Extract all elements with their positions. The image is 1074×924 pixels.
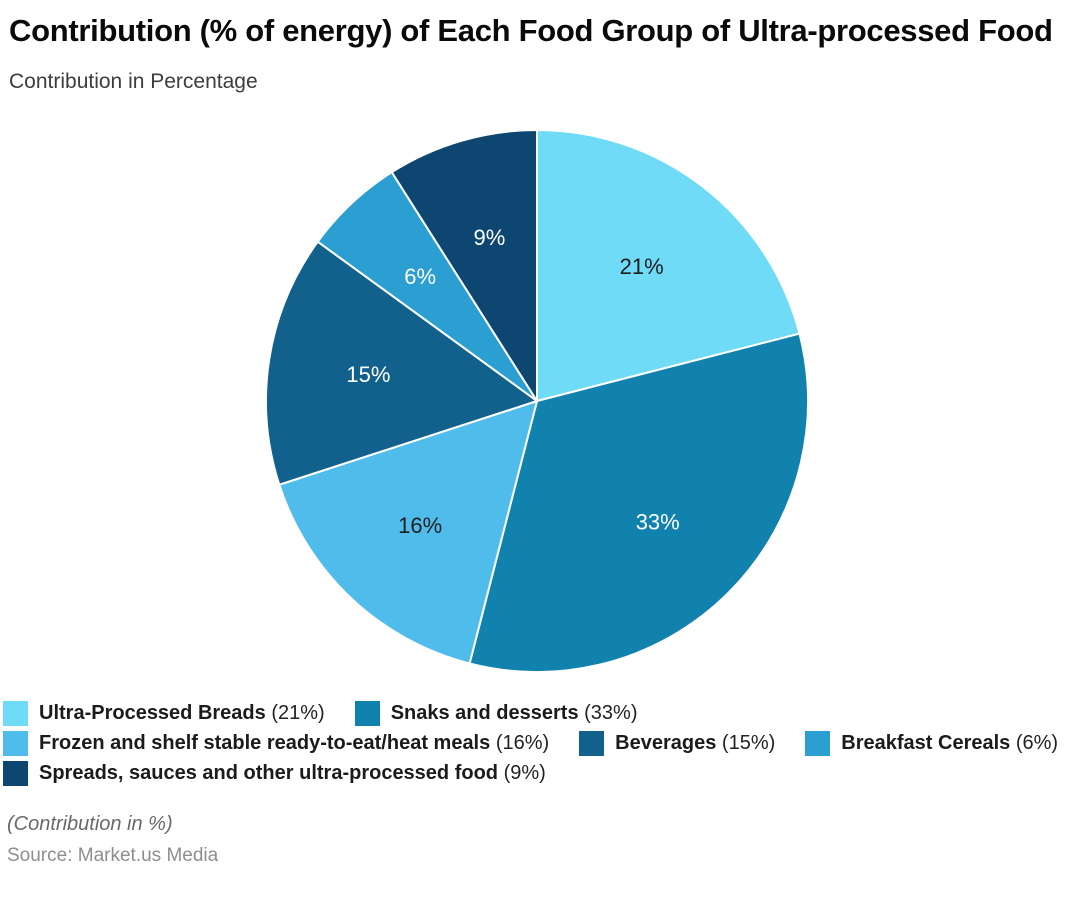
legend-label: Spreads, sauces and other ultra-processe… bbox=[39, 762, 546, 785]
legend-item-5: Spreads, sauces and other ultra-processe… bbox=[3, 761, 546, 786]
legend-label: Ultra-Processed Breads (21%) bbox=[39, 702, 325, 725]
legend-row-3: Spreads, sauces and other ultra-processe… bbox=[3, 761, 1074, 786]
legend-swatch-icon bbox=[579, 731, 605, 756]
legend-swatch-icon bbox=[805, 731, 831, 756]
legend-swatch-icon bbox=[354, 701, 380, 726]
legend-series-value: (21%) bbox=[271, 702, 325, 724]
slice-label-2: 16% bbox=[398, 513, 442, 538]
pie-slice-5 bbox=[390, 129, 538, 402]
pie-chart: 21% 33% 16% 15% 6% 9% bbox=[265, 129, 810, 674]
legend-swatch-icon bbox=[3, 761, 28, 786]
slice-label-0: 21% bbox=[620, 254, 664, 279]
legend-label: Beverages (15%) bbox=[615, 732, 775, 755]
legend-series-value: (9%) bbox=[503, 762, 546, 784]
legend-series-name: Frozen and shelf stable ready-to-eat/hea… bbox=[39, 732, 491, 754]
footer-source: Source: Market.us Media bbox=[7, 845, 219, 866]
legend-item-1: Snaks and desserts (33%) bbox=[354, 701, 638, 726]
legend-swatch-icon bbox=[3, 731, 28, 756]
legend-series-name: Snaks and desserts bbox=[390, 702, 579, 724]
legend-swatch-icon bbox=[3, 701, 28, 726]
legend-item-2: Frozen and shelf stable ready-to-eat/hea… bbox=[3, 731, 549, 756]
legend-label: Frozen and shelf stable ready-to-eat/hea… bbox=[39, 732, 549, 755]
slice-label-4: 6% bbox=[404, 264, 436, 289]
legend-item-3: Beverages (15%) bbox=[579, 731, 775, 756]
pie-slice-3 bbox=[265, 240, 538, 486]
legend-label: Breakfast Cereals (6%) bbox=[841, 732, 1058, 755]
page-subtitle: Contribution in Percentage bbox=[9, 70, 258, 93]
legend-row-2: Frozen and shelf stable ready-to-eat/hea… bbox=[3, 731, 1074, 756]
legend-item-4: Breakfast Cereals (6%) bbox=[805, 731, 1058, 756]
slice-label-5: 9% bbox=[473, 225, 505, 250]
slice-label-1: 33% bbox=[636, 509, 680, 534]
legend-series-value: (15%) bbox=[721, 732, 776, 754]
legend-label: Snaks and desserts (33%) bbox=[391, 702, 638, 725]
pie-slice-2 bbox=[278, 400, 538, 665]
legend-series-name: Breakfast Cereals bbox=[841, 732, 1011, 754]
pie-slice-1 bbox=[468, 332, 810, 674]
legend-row-1: Ultra-Processed Breads (21%) Snaks and de… bbox=[3, 701, 1074, 726]
pie-slice-0 bbox=[536, 129, 801, 402]
slice-label-3: 15% bbox=[346, 362, 390, 387]
legend-series-name: Beverages bbox=[615, 732, 717, 754]
legend-series-value: (33%) bbox=[584, 702, 638, 724]
pie-chart-container: 21% 33% 16% 15% 6% 9% bbox=[257, 121, 817, 681]
chart-legend: Ultra-Processed Breads (21%) Snaks and de… bbox=[3, 701, 1074, 786]
legend-series-name: Spreads, sauces and other ultra-processe… bbox=[39, 762, 499, 784]
legend-series-value: (16%) bbox=[495, 732, 550, 754]
legend-series-name: Ultra-Processed Breads bbox=[39, 702, 266, 724]
footer-note: (Contribution in %) bbox=[7, 813, 173, 835]
legend-series-value: (6%) bbox=[1015, 732, 1059, 754]
page-title: Contribution (% of energy) of Each Food … bbox=[9, 13, 1053, 48]
legend-item-0: Ultra-Processed Breads (21%) bbox=[3, 701, 325, 726]
